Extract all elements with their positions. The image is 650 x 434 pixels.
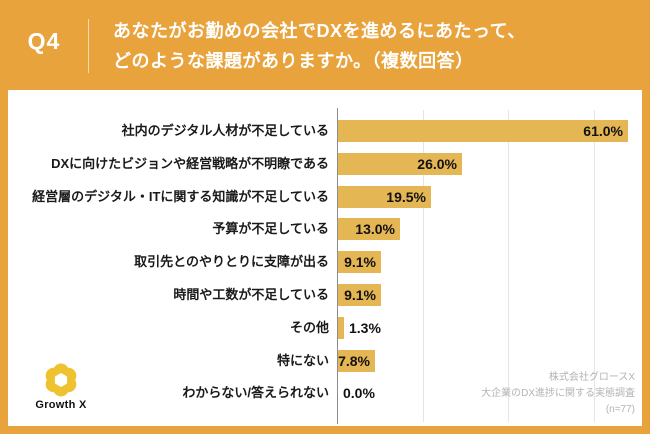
gridline: [508, 110, 509, 422]
y-axis-line: [337, 108, 338, 424]
bar: [338, 284, 381, 306]
growthx-logo: Growth X: [30, 362, 92, 411]
bar: [338, 153, 462, 175]
source-note: 株式会社グロースX 大企業のDX進捗に関する実態調査 (n=77): [481, 370, 635, 418]
question-line-2: どのような課題がありますか。（複数回答）: [113, 51, 474, 71]
category-label: その他: [289, 320, 329, 335]
source-survey-title: 大企業のDX進捗に関する実態調査: [481, 388, 635, 399]
bar: [338, 251, 381, 273]
category-label: 予算が不足している: [212, 221, 329, 236]
category-label: 時間や工数が不足している: [173, 287, 329, 302]
value-label: 1.3%: [349, 320, 381, 336]
header-divider: [88, 19, 89, 73]
category-label: DXに向けたビジョンや経営戦略が不明瞭である: [51, 156, 329, 171]
growthx-logo-label: Growth X: [35, 399, 87, 411]
category-label: 経営層のデジタル・ITに関する知識が不足している: [32, 189, 329, 204]
value-label: 7.8%: [338, 353, 370, 369]
value-label: 13.0%: [355, 221, 395, 237]
bar: [338, 317, 344, 339]
value-label: 26.0%: [417, 156, 457, 172]
bar-chart: 社内のデジタル人材が不足している 61.0% DXに向けたビジョンや経営戦略が不明瞭…: [8, 90, 642, 426]
value-label: 61.0%: [583, 123, 623, 139]
category-label: 社内のデジタル人材が不足している: [121, 123, 329, 138]
category-label: わからない/答えられない: [182, 385, 329, 400]
value-label: 9.1%: [344, 254, 376, 270]
bar: [338, 350, 375, 372]
value-label: 19.5%: [386, 189, 426, 205]
bar: [338, 186, 431, 208]
category-label: 取引先とのやりとりに支障が出る: [134, 254, 329, 269]
question-header: Q4 あなたがお勤めの会社でDXを進めるにあたって、 どのような課題がありますか…: [0, 0, 650, 90]
category-label: 特にない: [276, 353, 329, 368]
bar: [338, 120, 628, 142]
growthx-logo-icon: [45, 363, 77, 397]
value-label: 9.1%: [344, 287, 376, 303]
value-label: 0.0%: [343, 385, 375, 401]
bar: [338, 218, 400, 240]
source-company: 株式会社グロースX: [548, 372, 635, 383]
chart-panel: 社内のデジタル人材が不足している 61.0% DXに向けたビジョンや経営戦略が不明瞭…: [8, 90, 642, 426]
gridline: [594, 110, 595, 422]
gridline: [423, 110, 424, 422]
question-line-1: あなたがお勤めの会社でDXを進めるにあたって、: [113, 21, 526, 41]
question-text: あなたがお勤めの会社でDXを進めるにあたって、 どのような課題がありますか。（複…: [113, 16, 636, 76]
question-number: Q4: [27, 28, 61, 54]
source-sample-size: (n=77): [605, 404, 635, 415]
